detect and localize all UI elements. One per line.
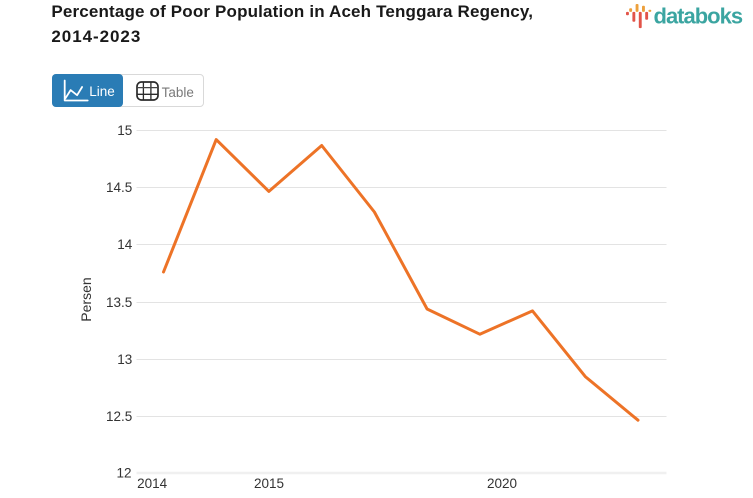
svg-text:databoks: databoks [654,4,743,29]
svg-text:2014: 2014 [137,476,168,491]
svg-text:15: 15 [117,123,132,138]
svg-text:13: 13 [117,352,132,367]
svg-text:2020: 2020 [487,476,517,491]
svg-text:12.5: 12.5 [106,409,132,424]
svg-text:13.5: 13.5 [106,295,132,310]
svg-text:12: 12 [116,465,131,480]
svg-text:Persen: Persen [78,277,94,321]
svg-text:14: 14 [117,237,133,252]
svg-text:2015: 2015 [254,476,284,491]
svg-text:14.5: 14.5 [106,180,132,195]
